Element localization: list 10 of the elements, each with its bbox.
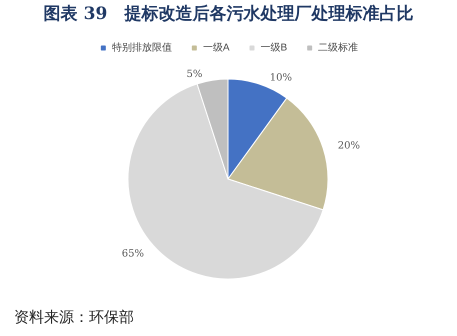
text: 资料来源：环保部 [14, 308, 134, 327]
data-label: 65% [122, 248, 144, 260]
legend-label: 二级标准 [318, 42, 358, 54]
data-label: 20% [338, 140, 360, 152]
legend-label: 一级B [260, 42, 288, 54]
legend-label: 特别排放限值 [112, 42, 172, 54]
legend-label: 一级A [202, 42, 230, 54]
chart-title: 图表 39 提标改造后各污水处理厂处理标准占比 [42, 3, 414, 25]
data-label: 5% [186, 68, 202, 80]
data-label: 10% [270, 72, 292, 84]
